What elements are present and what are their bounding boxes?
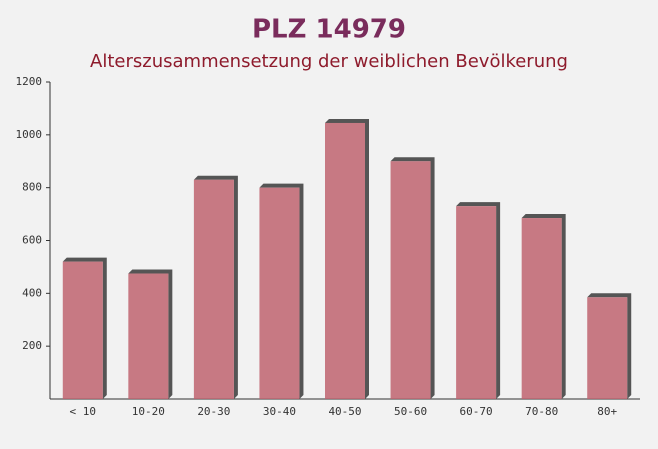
y-tick-label: 1200 [16, 75, 43, 88]
x-tick-label: < 10 [70, 405, 97, 418]
x-tick-label: 20-30 [197, 405, 230, 418]
bar [259, 187, 300, 399]
bar [325, 122, 365, 399]
y-tick-label: 1000 [16, 128, 43, 141]
x-tick-label: 60-70 [460, 405, 493, 418]
x-tick-label: 80+ [597, 405, 617, 418]
y-tick-label: 600 [22, 234, 42, 247]
bar [456, 206, 497, 399]
x-tick-label: 40-50 [328, 405, 361, 418]
y-tick-label: 800 [22, 181, 42, 194]
x-tick-label: 10-20 [132, 405, 165, 418]
y-tick-label: 200 [22, 339, 42, 352]
bar [193, 179, 234, 399]
bar [128, 273, 169, 399]
x-tick-label: 30-40 [263, 405, 296, 418]
chart-title: PLZ 14979 [252, 15, 406, 45]
y-tick-label: 400 [22, 286, 42, 299]
x-tick-label: 70-80 [525, 405, 558, 418]
bar [521, 218, 562, 399]
bar [390, 161, 431, 399]
chart-subtitle: Alterszusammensetzung der weiblichen Bev… [90, 51, 568, 72]
bar [587, 297, 628, 399]
bar [62, 261, 103, 399]
x-tick-label: 50-60 [394, 405, 427, 418]
